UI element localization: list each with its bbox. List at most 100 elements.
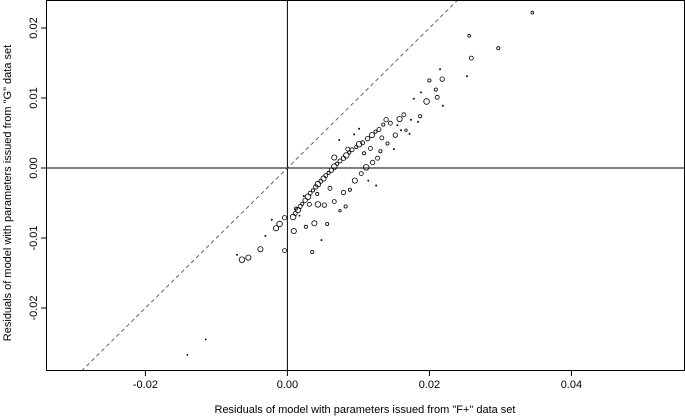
y-tick-label: 0.02 [28, 17, 40, 38]
y-axis-title: Residuals of model with parameters issue… [2, 45, 14, 341]
data-point [311, 220, 318, 227]
data-point [375, 155, 380, 161]
y-tick-label: 0.00 [28, 157, 40, 178]
data-point [340, 155, 347, 161]
data-point [368, 145, 373, 151]
data-point [418, 114, 423, 119]
data-point [281, 215, 288, 221]
data-point [409, 118, 412, 121]
data-point [373, 129, 378, 134]
data-point [331, 154, 338, 161]
data-point [530, 10, 535, 15]
data-point [326, 170, 331, 175]
data-point [310, 249, 315, 254]
y-tick-label: 0.01 [28, 87, 40, 108]
data-point [467, 33, 471, 38]
data-point [328, 167, 335, 173]
data-point [340, 189, 347, 196]
data-point [360, 140, 366, 146]
data-point [354, 144, 359, 149]
data-point [347, 187, 352, 192]
data-point [439, 68, 442, 71]
y-tick-label: -0.01 [28, 225, 40, 250]
data-point [367, 179, 370, 182]
data-point [378, 149, 383, 154]
data-point [204, 338, 207, 341]
data-point [307, 201, 312, 207]
data-point [343, 204, 348, 209]
data-point [358, 171, 364, 177]
data-point [439, 76, 445, 82]
data-point [412, 97, 415, 100]
data-point [353, 133, 356, 136]
data-point [186, 353, 189, 356]
data-point [290, 227, 297, 234]
data-point [345, 146, 351, 152]
data-point [376, 127, 382, 132]
data-point [276, 220, 283, 228]
data-point [433, 87, 438, 92]
data-point [289, 213, 297, 221]
data-point [419, 91, 422, 94]
data-point [363, 164, 370, 171]
reference-lines [46, 0, 685, 372]
x-tick-label: 0.04 [561, 379, 582, 391]
data-point [320, 175, 327, 182]
y-axis: -0.02 -0.01 0.00 0.01 0.02 [28, 17, 46, 321]
data-point [313, 184, 319, 190]
data-point [404, 128, 408, 132]
data-point [327, 185, 333, 191]
data-point [338, 138, 341, 141]
data-point [235, 253, 238, 256]
x-tick-label: 0.02 [419, 379, 440, 391]
data-point [379, 135, 385, 141]
data-point [468, 55, 474, 61]
data-point [302, 197, 308, 203]
data-point [315, 191, 320, 196]
y-tick-label: -0.02 [28, 295, 40, 320]
data-point [320, 239, 323, 242]
x-tick-label: -0.02 [133, 379, 158, 391]
data-point [423, 98, 430, 105]
data-point [396, 116, 403, 123]
data-point [434, 94, 440, 100]
data-point [303, 224, 308, 229]
data-point [325, 221, 330, 226]
data-point [358, 127, 361, 130]
data-point [381, 122, 386, 127]
data-point [314, 201, 322, 208]
plot-frame [46, 0, 685, 371]
data-point [427, 78, 432, 83]
x-axis: -0.02 0.00 0.02 0.04 [133, 371, 582, 391]
data-point [375, 184, 378, 187]
data-point [282, 248, 287, 254]
data-point [417, 120, 420, 123]
data-point [331, 199, 337, 205]
data-point [349, 147, 355, 153]
data-point [273, 225, 280, 232]
data-point [304, 193, 312, 200]
data-point [362, 151, 367, 156]
data-point [441, 104, 444, 107]
data-point [369, 159, 376, 165]
data-point [351, 177, 358, 184]
data-point [321, 202, 327, 208]
data-point [343, 152, 350, 159]
identity-dashed-line [81, 0, 459, 372]
data-point [264, 234, 267, 237]
x-tick-label: 0.00 [277, 379, 298, 391]
data-point [337, 158, 343, 164]
data-point [365, 136, 371, 142]
data-point [302, 194, 305, 197]
data-point [298, 214, 301, 217]
data-point [392, 132, 398, 138]
data-point [331, 163, 338, 170]
data-point [270, 218, 273, 221]
data-point [245, 254, 252, 261]
data-point [238, 256, 246, 263]
data-point [310, 188, 315, 193]
data-point [383, 117, 389, 123]
data-point [496, 46, 501, 51]
data-points [186, 10, 535, 356]
data-point [338, 209, 342, 213]
